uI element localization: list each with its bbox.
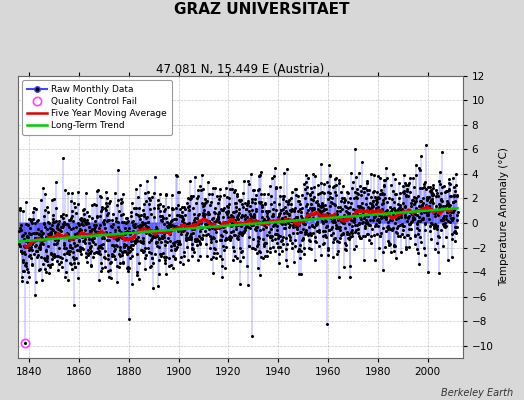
- Y-axis label: Temperature Anomaly (°C): Temperature Anomaly (°C): [499, 148, 509, 286]
- Text: Berkeley Earth: Berkeley Earth: [441, 388, 514, 398]
- Legend: Raw Monthly Data, Quality Control Fail, Five Year Moving Average, Long-Term Tren: Raw Monthly Data, Quality Control Fail, …: [23, 80, 172, 135]
- Text: GRAZ UNIVERSITAET: GRAZ UNIVERSITAET: [174, 2, 350, 17]
- Title: 47.081 N, 15.449 E (Austria): 47.081 N, 15.449 E (Austria): [156, 63, 324, 76]
